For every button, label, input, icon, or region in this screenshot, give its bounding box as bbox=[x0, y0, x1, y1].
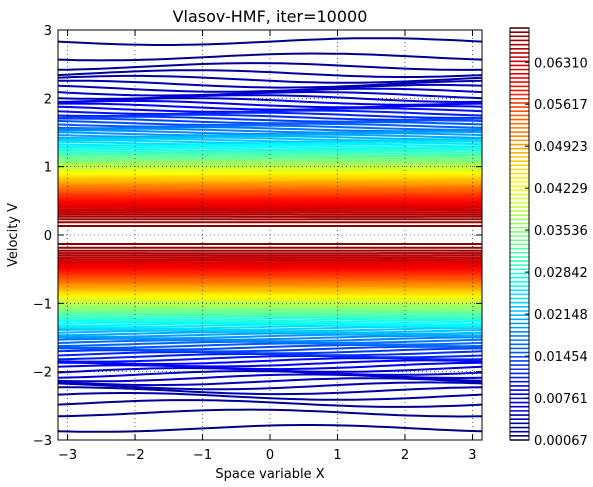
colorbar-tick-label: 0.02842 bbox=[534, 266, 588, 281]
colorbar-tick-label: 0.00761 bbox=[534, 392, 588, 407]
x-axis-label: Space variable X bbox=[215, 467, 324, 482]
colorbar-tick-label: 0.05617 bbox=[534, 98, 588, 113]
colorbar-lines bbox=[510, 27, 529, 441]
contour-line bbox=[58, 37, 482, 46]
contour-line bbox=[58, 79, 482, 89]
y-axis-label: Velocity V bbox=[6, 203, 21, 267]
y-axis-ticks: −3 −2 −1 0 1 2 3 bbox=[33, 24, 482, 449]
y-tick-label: 1 bbox=[44, 161, 52, 176]
contour-line bbox=[58, 377, 482, 387]
contour-line bbox=[58, 62, 482, 71]
colorbar-tick-label: 0.00067 bbox=[534, 434, 588, 449]
contour-line bbox=[58, 271, 482, 274]
contour-line bbox=[58, 381, 482, 391]
colorbar-tick-label: 0.04923 bbox=[534, 140, 588, 155]
x-tick-label: 1 bbox=[333, 448, 341, 463]
contour-line bbox=[58, 196, 482, 199]
x-tick-label: 0 bbox=[266, 448, 274, 463]
y-tick-label: 0 bbox=[44, 229, 52, 244]
x-tick-label: −2 bbox=[125, 448, 144, 463]
contour-line bbox=[58, 192, 482, 195]
x-tick-label: 3 bbox=[468, 448, 476, 463]
colorbar-tick-label: 0.04229 bbox=[534, 182, 588, 197]
colorbar-tick-label: 0.06310 bbox=[534, 56, 588, 71]
contour-line bbox=[58, 424, 482, 433]
x-tick-label: −1 bbox=[193, 448, 212, 463]
y-tick-label: 3 bbox=[44, 24, 52, 39]
colorbar-tick-label: 0.01454 bbox=[534, 350, 588, 365]
plot-area: −3 −2 −1 0 1 2 3 −3 −2 −1 0 1 2 3 bbox=[33, 24, 483, 463]
y-tick-label: −3 bbox=[33, 434, 52, 449]
y-tick-label: 2 bbox=[44, 92, 52, 107]
contour-line bbox=[58, 69, 482, 78]
colorbar-tick-label: 0.03536 bbox=[534, 224, 588, 239]
colorbar: 0.00067 0.00761 0.01454 0.02148 0.02842 0.035… bbox=[509, 27, 588, 449]
contour-line bbox=[58, 408, 482, 418]
contour-line bbox=[58, 194, 482, 198]
colorbar-frame bbox=[509, 27, 530, 441]
contour-line bbox=[58, 275, 482, 278]
colorbar-tick-label: 0.02148 bbox=[534, 308, 588, 323]
colorbar-ticks: 0.00067 0.00761 0.01454 0.02148 0.02842 0.035… bbox=[525, 56, 588, 449]
x-tick-label: −3 bbox=[58, 448, 77, 463]
x-axis-ticks: −3 −2 −1 0 1 2 3 bbox=[58, 30, 477, 463]
chart-title: Vlasov-HMF, iter=10000 bbox=[173, 7, 368, 26]
x-tick-label: 2 bbox=[401, 448, 409, 463]
y-tick-label: −2 bbox=[33, 366, 52, 381]
y-tick-label: −1 bbox=[33, 297, 52, 312]
contour-line bbox=[58, 74, 482, 84]
